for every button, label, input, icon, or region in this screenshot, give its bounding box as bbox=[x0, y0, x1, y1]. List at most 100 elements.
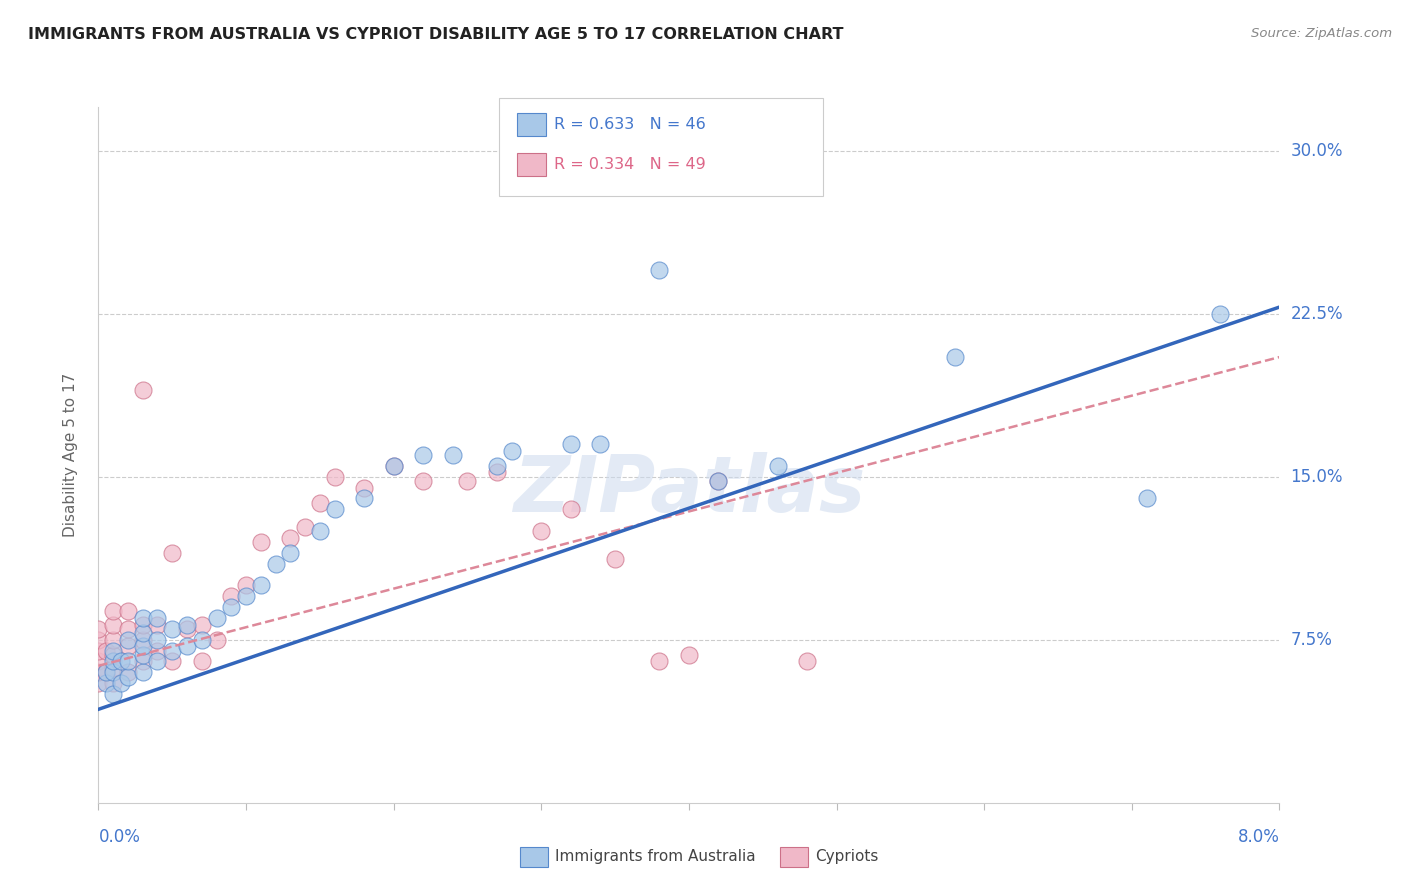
Point bbox=[117, 632, 139, 647]
Point bbox=[589, 437, 612, 451]
Point bbox=[103, 661, 124, 675]
Point bbox=[308, 524, 332, 538]
Point bbox=[235, 578, 257, 592]
Point bbox=[87, 622, 110, 636]
Text: 15.0%: 15.0% bbox=[1291, 467, 1343, 485]
Point bbox=[412, 448, 434, 462]
Text: 22.5%: 22.5% bbox=[1291, 304, 1343, 323]
Point bbox=[412, 474, 434, 488]
Point bbox=[441, 448, 464, 462]
Point bbox=[323, 502, 346, 516]
Point bbox=[117, 665, 139, 680]
Point bbox=[235, 589, 257, 603]
Point bbox=[191, 655, 214, 669]
Point bbox=[132, 655, 155, 669]
Text: R = 0.633   N = 46: R = 0.633 N = 46 bbox=[554, 118, 706, 132]
Point bbox=[87, 665, 110, 680]
Point bbox=[382, 458, 405, 473]
Point bbox=[146, 617, 169, 632]
Point bbox=[278, 546, 301, 560]
Point bbox=[103, 676, 124, 690]
Point bbox=[382, 458, 405, 473]
Text: Cypriots: Cypriots bbox=[815, 849, 879, 863]
Point bbox=[94, 665, 117, 680]
Point bbox=[323, 469, 346, 483]
Point bbox=[103, 687, 124, 701]
Point bbox=[456, 474, 478, 488]
Point bbox=[103, 643, 124, 657]
Point bbox=[1209, 307, 1232, 321]
Point bbox=[250, 535, 273, 549]
Point bbox=[353, 481, 375, 495]
Point bbox=[766, 458, 789, 473]
Point bbox=[117, 605, 139, 619]
Point bbox=[219, 600, 242, 615]
Point bbox=[132, 632, 155, 647]
Point bbox=[132, 383, 155, 397]
Point bbox=[250, 578, 273, 592]
Point bbox=[678, 648, 700, 662]
Text: 0.0%: 0.0% bbox=[98, 828, 141, 846]
Point bbox=[87, 643, 110, 657]
Point bbox=[132, 617, 155, 632]
Point bbox=[162, 643, 183, 657]
Point bbox=[294, 519, 316, 533]
Point bbox=[278, 531, 301, 545]
Point bbox=[176, 622, 198, 636]
Point bbox=[176, 617, 198, 632]
Point bbox=[117, 639, 139, 653]
Point bbox=[132, 626, 155, 640]
Text: R = 0.334   N = 49: R = 0.334 N = 49 bbox=[554, 157, 706, 171]
Point bbox=[110, 655, 132, 669]
Point bbox=[707, 474, 730, 488]
Point bbox=[560, 502, 582, 516]
Point bbox=[146, 632, 169, 647]
Point bbox=[103, 617, 124, 632]
Text: 8.0%: 8.0% bbox=[1237, 828, 1279, 846]
Point bbox=[796, 655, 818, 669]
Point bbox=[605, 552, 627, 566]
Point bbox=[943, 350, 966, 364]
Text: ZIPatlas: ZIPatlas bbox=[513, 451, 865, 528]
Point bbox=[110, 676, 132, 690]
Point bbox=[1135, 491, 1157, 506]
Point bbox=[707, 474, 730, 488]
Point bbox=[191, 617, 214, 632]
Point bbox=[205, 611, 228, 625]
Point bbox=[94, 665, 117, 680]
Point bbox=[103, 605, 124, 619]
Point bbox=[103, 665, 124, 680]
Point bbox=[485, 458, 508, 473]
Point bbox=[87, 676, 110, 690]
Y-axis label: Disability Age 5 to 17: Disability Age 5 to 17 bbox=[63, 373, 77, 537]
Point bbox=[162, 546, 183, 560]
Point bbox=[648, 263, 671, 277]
Point bbox=[117, 622, 139, 636]
Point bbox=[485, 466, 508, 480]
Point bbox=[176, 639, 198, 653]
Text: IMMIGRANTS FROM AUSTRALIA VS CYPRIOT DISABILITY AGE 5 TO 17 CORRELATION CHART: IMMIGRANTS FROM AUSTRALIA VS CYPRIOT DIS… bbox=[28, 27, 844, 42]
Point bbox=[205, 632, 228, 647]
Text: 30.0%: 30.0% bbox=[1291, 142, 1343, 160]
Point bbox=[103, 648, 124, 662]
Point bbox=[308, 496, 332, 510]
Point bbox=[146, 643, 169, 657]
Point bbox=[219, 589, 242, 603]
Text: Immigrants from Australia: Immigrants from Australia bbox=[555, 849, 756, 863]
Point bbox=[87, 655, 110, 669]
Point bbox=[117, 670, 139, 684]
Point bbox=[146, 611, 169, 625]
Point bbox=[132, 665, 155, 680]
Point bbox=[132, 639, 155, 653]
Point bbox=[103, 655, 124, 669]
Point bbox=[162, 622, 183, 636]
Point bbox=[94, 676, 117, 690]
Point bbox=[530, 524, 553, 538]
Point bbox=[353, 491, 375, 506]
Point bbox=[87, 632, 110, 647]
Point bbox=[103, 632, 124, 647]
Point bbox=[648, 655, 671, 669]
Point bbox=[132, 648, 155, 662]
Point bbox=[94, 643, 117, 657]
Text: 7.5%: 7.5% bbox=[1291, 631, 1333, 648]
